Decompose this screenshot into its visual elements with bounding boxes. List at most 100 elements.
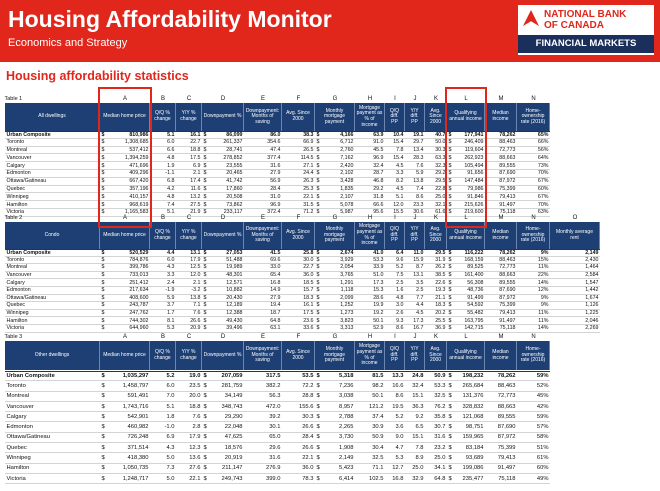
column-letter: J bbox=[413, 96, 417, 102]
table-cell: 4.5 bbox=[385, 162, 405, 170]
table-cell: 6.9 bbox=[176, 162, 202, 170]
column-header: Mortgage payment as % of income bbox=[355, 341, 385, 370]
table-cell: Urban Composite bbox=[5, 131, 100, 139]
table-cell: 399.0 bbox=[244, 474, 282, 485]
table-cell: $2,054 bbox=[315, 264, 355, 272]
table-cell: $1,050,735 bbox=[100, 464, 150, 474]
table-cell: Urban Composite bbox=[5, 249, 100, 257]
cell-value: 3,038 bbox=[338, 393, 354, 400]
table-cell: $86,099 bbox=[202, 131, 244, 139]
currency-sign: $ bbox=[448, 178, 452, 185]
table-cell: $17,860 bbox=[202, 186, 244, 194]
column-letter: E bbox=[260, 215, 265, 221]
cell-value: 12,189 bbox=[226, 302, 243, 309]
table-cell: 88,663 bbox=[485, 154, 517, 163]
table-cell: 15.4 bbox=[385, 139, 405, 147]
column-letter: N bbox=[531, 334, 536, 340]
table-cell: 15.5 bbox=[385, 209, 405, 217]
table-cell: Urban Composite bbox=[5, 371, 100, 382]
table-cell: 66.9 bbox=[282, 139, 315, 147]
column-header: Avg. Since 2000 bbox=[282, 222, 315, 249]
currency-sign: $ bbox=[101, 185, 105, 192]
table-cell: 1,126 bbox=[550, 302, 600, 310]
cell-value: 86,099 bbox=[226, 131, 243, 138]
table-cell: $89,525 bbox=[447, 264, 485, 272]
table-cell: 63.3 bbox=[425, 154, 447, 163]
table-cell: 11.6 bbox=[176, 186, 202, 194]
table-cell: 17.4 bbox=[176, 178, 202, 186]
table-cell: 9% bbox=[517, 295, 550, 303]
currency-sign: $ bbox=[316, 382, 320, 389]
currency-sign: $ bbox=[101, 162, 105, 169]
table-cell: 70% bbox=[517, 201, 550, 209]
table-cell: 26.3 bbox=[282, 178, 315, 186]
column-header: Avg. Since 2000 bbox=[282, 103, 315, 131]
table-cell: 61% bbox=[517, 453, 550, 464]
currency-sign: $ bbox=[101, 294, 105, 301]
table-cell: 81.5 bbox=[355, 371, 385, 382]
table-cell: $2,788 bbox=[315, 412, 355, 423]
table-cell: 4.2 bbox=[150, 186, 176, 194]
cell-value: 281,759 bbox=[221, 382, 243, 389]
table-cell: $281,759 bbox=[202, 381, 244, 392]
table-cell: 2,430 bbox=[550, 257, 600, 265]
table-cell: 4.5 bbox=[405, 310, 425, 318]
table-cell: $328,832 bbox=[447, 402, 485, 413]
table-cell: $2,674 bbox=[315, 249, 355, 257]
table-cell: Toronto bbox=[5, 381, 100, 392]
table-cell: 27.1 bbox=[282, 162, 315, 170]
table-cell: 28.6 bbox=[355, 295, 385, 303]
table-cell: 9% bbox=[517, 249, 550, 257]
table-cell: $47,625 bbox=[202, 433, 244, 444]
table-cell: 47.4 bbox=[244, 147, 282, 155]
table-cell: 78,262 bbox=[485, 131, 517, 139]
cell-value: 1,118 bbox=[340, 287, 354, 294]
table-cell: Montreal bbox=[5, 147, 100, 155]
table-cell: 35.8 bbox=[425, 412, 447, 423]
column-header: Q/Q % change bbox=[150, 222, 176, 249]
currency-sign: $ bbox=[203, 294, 207, 301]
table-cell: 31.8 bbox=[355, 193, 385, 202]
cell-value: 1,165,583 bbox=[124, 209, 149, 216]
cell-value: 968,619 bbox=[129, 201, 149, 208]
table-cell: 8.2 bbox=[385, 178, 405, 186]
table-cell: 5.1 bbox=[385, 193, 405, 202]
currency-sign: $ bbox=[448, 393, 452, 400]
column-letter: K bbox=[433, 96, 438, 102]
column-header: Downpayment: Months of saving bbox=[244, 222, 282, 249]
table-cell: 6.9 bbox=[150, 433, 176, 444]
table-cell: $1,308,685 bbox=[100, 139, 150, 147]
table-cell: 7.8 bbox=[405, 443, 425, 454]
cell-value: 8,957 bbox=[338, 403, 354, 410]
table-cell: 19.4 bbox=[244, 302, 282, 310]
cell-value: 39,496 bbox=[226, 325, 243, 332]
table-cell: 317.5 bbox=[244, 371, 282, 382]
cell-value: 159,965 bbox=[462, 434, 484, 441]
table-cell: 32.5 bbox=[355, 453, 385, 464]
currency-sign: $ bbox=[101, 131, 105, 138]
table-cell: $121,068 bbox=[447, 412, 485, 423]
table-cell: 34.1 bbox=[425, 464, 447, 474]
column-letter: J bbox=[413, 334, 417, 340]
table-cell: 28.4 bbox=[244, 186, 282, 194]
column-letter: D bbox=[220, 334, 226, 340]
table-cell: 6.0 bbox=[150, 257, 176, 265]
table-cell: 2,149 bbox=[550, 249, 600, 257]
cell-value: 1,908 bbox=[338, 444, 354, 451]
table-cell: 19.9 bbox=[355, 302, 385, 310]
table-cell: 29.5 bbox=[425, 249, 447, 257]
table-cell: $83,184 bbox=[447, 443, 485, 454]
cell-value: 91,499 bbox=[467, 294, 484, 301]
table-cell: 9.6 bbox=[385, 257, 405, 265]
table-cell: 18.5 bbox=[282, 279, 315, 287]
column-header: Monthly mortgage payment bbox=[315, 222, 355, 249]
table-cell: 21.9 bbox=[176, 209, 202, 217]
cell-value: 199,086 bbox=[462, 465, 484, 472]
column-letter: N bbox=[531, 215, 536, 221]
cell-value: 91,656 bbox=[467, 170, 484, 177]
table-cell: $591,491 bbox=[100, 392, 150, 402]
currency-sign: $ bbox=[448, 475, 452, 482]
table-cell: $19,989 bbox=[202, 264, 244, 272]
table-cell: 1,464 bbox=[550, 264, 600, 272]
currency-sign: $ bbox=[448, 209, 452, 216]
